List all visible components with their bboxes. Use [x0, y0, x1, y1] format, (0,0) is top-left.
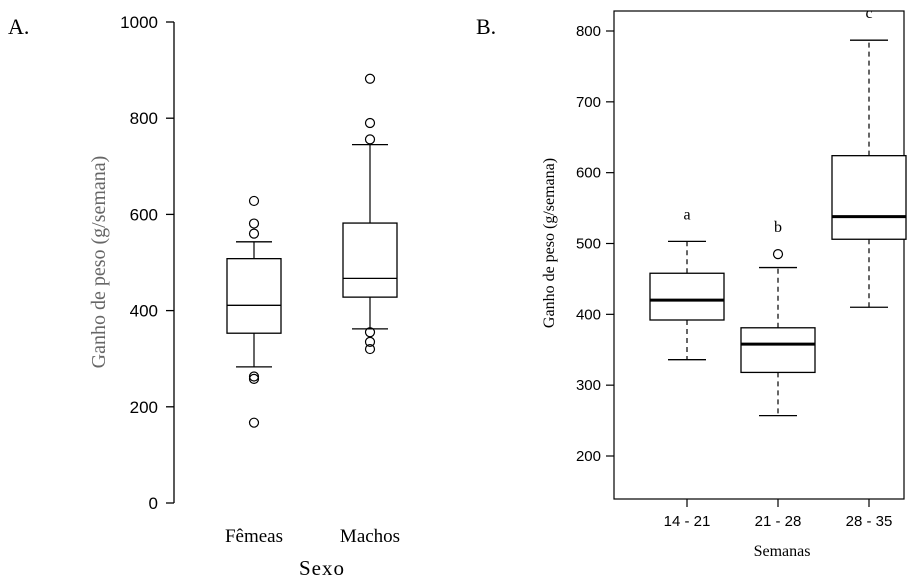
box-2: [740, 249, 816, 417]
significance-letter: a: [683, 206, 690, 223]
panel-a-boxes: [226, 73, 398, 428]
panel-b-x-axis-label: Semanas: [754, 543, 811, 560]
box-iqr: [226, 258, 282, 334]
panel-b-y-ticks: 200 300 400 500 600 700 800: [576, 23, 614, 465]
panel-b: B. 200 300 400 500 600 700 800 a b c 14 - 21 21 -…: [476, 5, 907, 560]
box-iqr: [831, 155, 907, 240]
y-tick-label: 0: [149, 494, 158, 513]
panel-b-label: B.: [476, 14, 496, 39]
y-tick-label: 800: [576, 23, 601, 40]
box-2: [342, 73, 398, 355]
y-tick-label: 500: [576, 236, 601, 253]
y-tick-label: 400: [576, 306, 601, 323]
outlier-point: [364, 327, 376, 338]
outlier-point: [364, 336, 376, 347]
panel-a-y-axis-label: Ganho de peso (g/semana): [88, 156, 110, 369]
y-tick-label: 300: [576, 377, 601, 394]
panel-b-boxes: [649, 39, 907, 417]
panel-b-frame: [613, 10, 905, 500]
outlier-point: [364, 134, 376, 145]
panel-b-annotations: a b c: [683, 5, 872, 236]
y-tick-label: 1000: [120, 13, 158, 32]
outlier-point: [364, 343, 376, 355]
outlier-point: [248, 373, 260, 385]
category-label: Machos: [340, 526, 400, 547]
significance-letter: c: [865, 5, 872, 22]
outlier-point: [248, 228, 260, 239]
category-label: 14 - 21: [664, 513, 711, 530]
panel-a-y-ticks: 0 200 400 600 800 1000: [120, 13, 174, 513]
y-tick-label: 400: [130, 302, 158, 321]
outlier-point: [248, 417, 260, 428]
panel-b-categories: 14 - 21 21 - 28 28 - 35: [664, 513, 893, 530]
category-label: Fêmeas: [225, 526, 283, 547]
significance-letter: b: [774, 219, 782, 236]
box-1: [226, 195, 282, 428]
panel-a: A. 0 200 400 600 800 1000 Fêmeas Machos Sexo G…: [8, 13, 400, 578]
box-iqr: [342, 222, 398, 298]
panel-b-y-axis-label: Ganho de peso (g/semana): [541, 158, 558, 328]
y-tick-label: 200: [576, 448, 601, 465]
y-tick-label: 800: [130, 109, 158, 128]
panel-a-label: A.: [8, 14, 29, 39]
box-1: [649, 240, 725, 361]
box-iqr: [649, 272, 725, 321]
panel-a-x-axis-label: Sexo: [299, 556, 345, 578]
outlier-point: [364, 73, 376, 84]
outlier-point: [772, 249, 784, 260]
outlier-point: [248, 371, 260, 382]
y-tick-label: 200: [130, 398, 158, 417]
category-label: 28 - 35: [846, 513, 893, 530]
outlier-point: [248, 218, 260, 229]
outlier-point: [248, 195, 260, 207]
panel-b-x-ticks: [686, 499, 870, 507]
box-3: [831, 39, 907, 308]
box-iqr: [740, 327, 816, 374]
y-tick-label: 600: [576, 165, 601, 182]
y-tick-label: 600: [130, 205, 158, 224]
panel-a-categories: Fêmeas Machos: [225, 526, 400, 547]
category-label: 21 - 28: [755, 513, 802, 530]
outlier-point: [364, 117, 376, 129]
y-tick-label: 700: [576, 94, 601, 111]
